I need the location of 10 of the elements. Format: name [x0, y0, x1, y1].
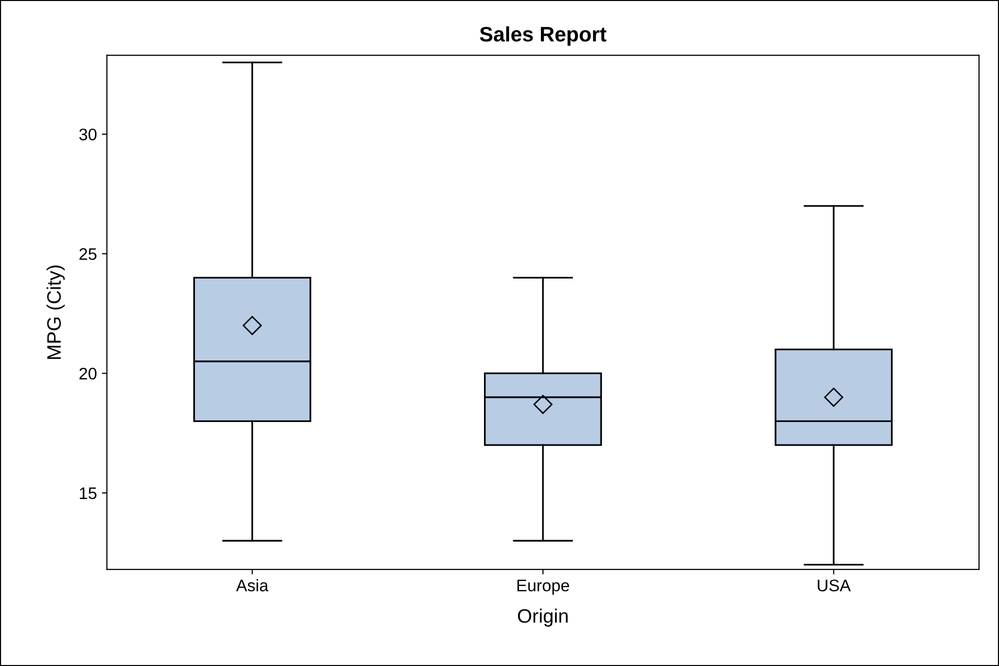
y-tick-label: 30	[79, 128, 97, 140]
x-tick-label: USA	[818, 580, 851, 592]
x-tick-label: Europe	[517, 580, 570, 595]
x-axis-title: Origin	[518, 608, 568, 627]
chart-title: Sales Report	[480, 26, 606, 46]
y-tick-label: 20	[79, 368, 97, 380]
y-axis-title: MPG (City)	[46, 265, 65, 359]
y-tick-label: 25	[79, 248, 96, 260]
y-tick-label: 15	[80, 487, 96, 500]
x-tick-label: Asia	[236, 579, 268, 592]
